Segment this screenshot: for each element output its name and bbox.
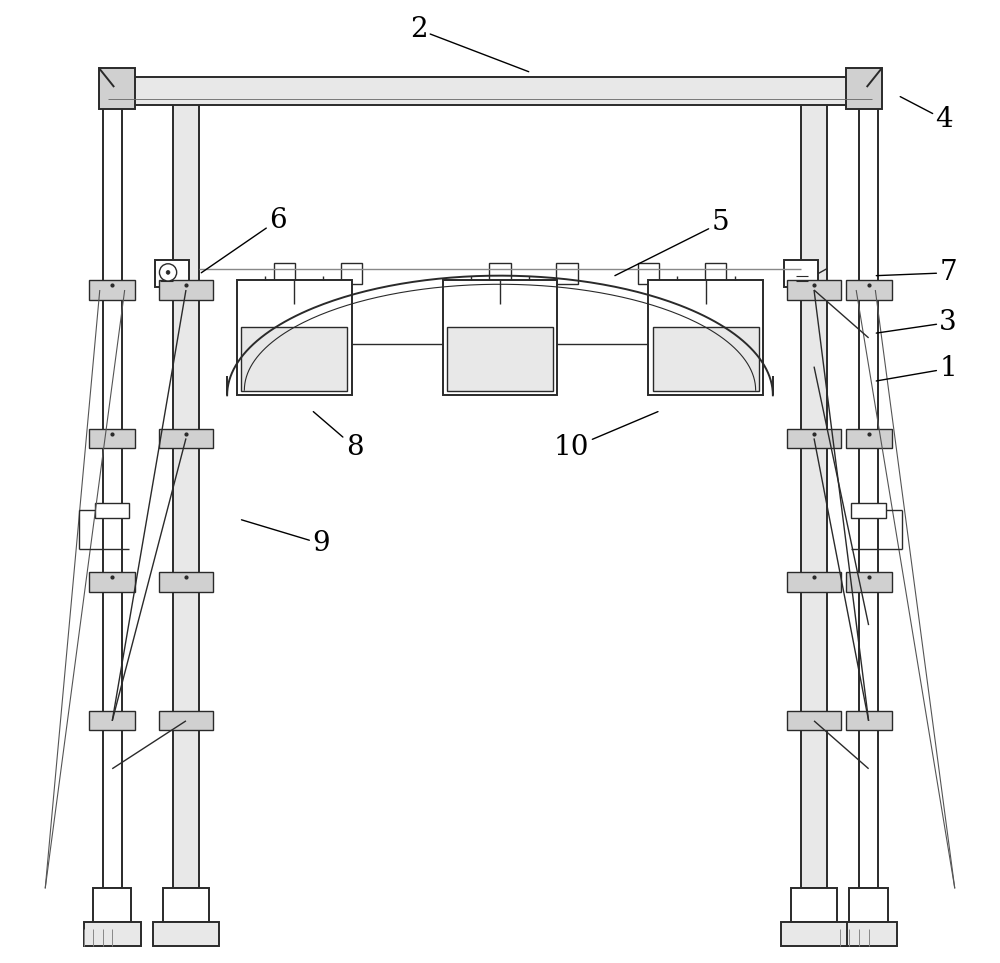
Bar — [851, 503, 886, 518]
Text: 9: 9 — [241, 520, 330, 558]
Bar — [447, 327, 553, 391]
Bar — [103, 98, 122, 889]
Bar — [159, 712, 213, 731]
Bar — [159, 429, 213, 448]
Bar — [84, 922, 141, 946]
Bar — [846, 280, 892, 299]
Bar — [274, 263, 295, 284]
Bar — [155, 260, 189, 287]
Bar — [638, 263, 659, 284]
Bar — [89, 572, 135, 591]
Bar — [846, 712, 892, 731]
Text: 4: 4 — [900, 96, 953, 133]
Bar — [846, 429, 892, 448]
Bar — [705, 263, 726, 284]
Text: 1: 1 — [876, 355, 957, 382]
Bar — [489, 263, 511, 284]
Bar — [159, 280, 213, 299]
Bar — [237, 280, 352, 396]
Bar — [787, 712, 841, 731]
Bar — [443, 280, 557, 396]
Text: 6: 6 — [201, 207, 287, 273]
Bar — [99, 67, 135, 109]
Bar — [653, 327, 759, 391]
Bar — [173, 98, 199, 889]
Bar — [93, 889, 131, 922]
Circle shape — [166, 271, 170, 274]
Text: 5: 5 — [615, 210, 729, 275]
Text: 2: 2 — [410, 16, 529, 71]
Bar — [846, 67, 882, 109]
Bar — [163, 889, 209, 922]
Bar — [787, 280, 841, 299]
Bar — [781, 922, 847, 946]
Bar — [846, 572, 892, 591]
Bar — [791, 889, 837, 922]
Bar — [95, 503, 129, 518]
Bar — [241, 327, 347, 391]
Circle shape — [159, 264, 177, 281]
Text: 10: 10 — [554, 411, 658, 461]
Bar — [341, 263, 362, 284]
Bar — [787, 429, 841, 448]
Bar — [648, 280, 763, 396]
Text: 3: 3 — [876, 309, 957, 336]
Bar — [556, 263, 578, 284]
Bar — [153, 922, 219, 946]
Bar — [784, 260, 818, 287]
Bar — [89, 712, 135, 731]
Bar — [859, 98, 878, 889]
Text: 7: 7 — [876, 259, 957, 286]
Bar — [787, 572, 841, 591]
Bar — [103, 76, 878, 105]
Text: 8: 8 — [313, 411, 363, 460]
Bar — [159, 572, 213, 591]
Bar — [89, 280, 135, 299]
Bar — [840, 922, 897, 946]
Bar — [89, 429, 135, 448]
Bar — [849, 889, 888, 922]
Bar — [801, 98, 827, 889]
